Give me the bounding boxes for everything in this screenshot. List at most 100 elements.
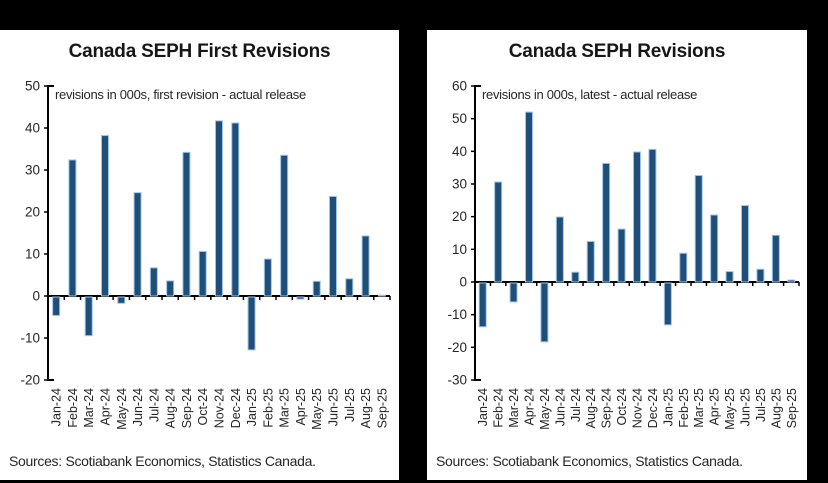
bar — [68, 159, 77, 297]
bar — [345, 278, 354, 297]
x-axis-label: Jan-24 — [50, 388, 64, 426]
x-axis-label: May-24 — [538, 388, 552, 430]
bar — [663, 282, 672, 326]
x-axis-label: Feb-25 — [261, 388, 275, 428]
svg-text:60: 60 — [452, 79, 467, 94]
bar — [494, 181, 503, 283]
bar — [149, 267, 158, 297]
x-axis-label: Sep-25 — [375, 388, 389, 428]
x-axis-label: Apr-25 — [294, 388, 308, 426]
right-black-band — [807, 30, 828, 480]
bar — [84, 296, 93, 337]
x-axis-label: Jun-24 — [553, 388, 567, 426]
bar — [540, 282, 549, 343]
x-axis-label: Jan-25 — [245, 388, 259, 426]
x-axis-label: Aug-25 — [359, 388, 373, 428]
svg-text:50: 50 — [25, 79, 40, 94]
bar — [101, 135, 109, 297]
bar — [361, 235, 370, 297]
first-revisions-bar-chart: -20 -10 0 10 20 30 40 50 revisions in 000s, firs… — [20, 79, 391, 430]
x-axis-label: Apr-24 — [523, 388, 537, 426]
bar — [725, 271, 734, 283]
chart-subtitle: revisions in 000s, latest - actual relea… — [482, 87, 697, 102]
x-axis-label: Jun-25 — [739, 388, 753, 426]
svg-text:10: 10 — [25, 247, 40, 262]
y-axis-labels: -20 -10 0 10 20 30 40 50 — [20, 79, 40, 388]
x-axis-label: Dec-24 — [646, 388, 660, 428]
bar — [478, 282, 487, 328]
svg-text:-20: -20 — [20, 373, 40, 388]
chart-panel-first-revisions: Canada SEPH First Revisions -20 -10 0 10 20 3… — [0, 30, 399, 480]
bar — [329, 195, 337, 297]
x-axis-label: Feb-24 — [66, 388, 80, 428]
y-axis-labels: -30 -20 -10 0 10 20 30 40 50 60 — [447, 79, 467, 388]
bar — [166, 280, 175, 297]
panel-divider — [399, 30, 427, 480]
x-axis-label: Oct-24 — [196, 388, 210, 426]
bar — [771, 234, 780, 283]
bar — [555, 216, 564, 283]
bar — [247, 296, 256, 351]
x-axis-label: Apr-25 — [708, 388, 722, 426]
x-axis-label: Jan-25 — [661, 388, 675, 426]
x-axis-label: May-24 — [115, 388, 129, 430]
x-axis-label: Nov-24 — [631, 388, 645, 428]
x-axis-label: Feb-25 — [677, 388, 691, 428]
bar — [52, 296, 61, 316]
x-axis-label: Aug-24 — [584, 388, 598, 428]
bar — [296, 296, 305, 300]
x-axis-label: Nov-24 — [213, 388, 227, 428]
bar — [756, 268, 765, 283]
x-axis-labels: Jan-24 Feb-24 Mar-24 Apr-24 May-24 Jun-24 Jul-… — [50, 388, 390, 430]
svg-text:-30: -30 — [447, 373, 467, 388]
svg-text:20: 20 — [25, 205, 40, 220]
bars — [52, 120, 386, 351]
x-axis-label: Sep-25 — [785, 388, 799, 428]
x-axis-label: Jun-25 — [327, 388, 341, 426]
x-axis-label: Feb-24 — [492, 388, 506, 428]
bar — [586, 240, 595, 283]
x-axis-label: May-25 — [723, 388, 737, 430]
bar — [602, 162, 611, 283]
bar — [741, 205, 749, 283]
svg-text:0: 0 — [32, 289, 40, 304]
bar — [133, 192, 142, 297]
x-axis-label: Apr-24 — [99, 388, 113, 426]
bar — [182, 151, 191, 297]
svg-text:40: 40 — [452, 144, 467, 159]
chart-title: Canada SEPH Revisions — [508, 41, 726, 62]
x-axis-label: Jun-24 — [131, 388, 145, 426]
source-note: Sources: Scotiabank Economics, Statistic… — [9, 453, 316, 469]
x-axis-label: Jul-25 — [343, 388, 357, 422]
x-axis-label: Jul-24 — [569, 388, 583, 422]
bar — [377, 294, 386, 297]
bar — [633, 151, 641, 283]
bar — [312, 280, 321, 297]
bar — [694, 175, 703, 283]
x-axis-label: Oct-24 — [615, 388, 629, 426]
latest-revisions-bar-chart: -30 -20 -10 0 10 20 30 40 50 60 revisions in 000s,… — [447, 79, 800, 430]
x-axis-label: Sep-24 — [180, 388, 194, 428]
svg-text:-10: -10 — [447, 307, 467, 322]
bar — [280, 154, 289, 297]
bar — [617, 228, 626, 283]
x-axis-label: May-25 — [310, 388, 324, 430]
svg-text:30: 30 — [452, 177, 467, 192]
bars — [478, 111, 796, 343]
top-black-band — [0, 0, 828, 30]
svg-text:0: 0 — [459, 275, 467, 290]
bar — [263, 258, 272, 297]
bar — [710, 214, 719, 283]
bar — [509, 282, 518, 303]
svg-text:30: 30 — [25, 163, 40, 178]
svg-text:40: 40 — [25, 121, 40, 136]
bar — [198, 250, 207, 297]
svg-text:20: 20 — [452, 209, 467, 224]
x-axis-label: Jul-25 — [754, 388, 768, 422]
chart-title: Canada SEPH First Revisions — [68, 41, 331, 62]
bar — [231, 122, 240, 297]
x-axis-label: Dec-24 — [229, 388, 243, 428]
svg-text:-10: -10 — [20, 331, 40, 346]
chart-subtitle: revisions in 000s, first revision - actu… — [55, 87, 306, 102]
